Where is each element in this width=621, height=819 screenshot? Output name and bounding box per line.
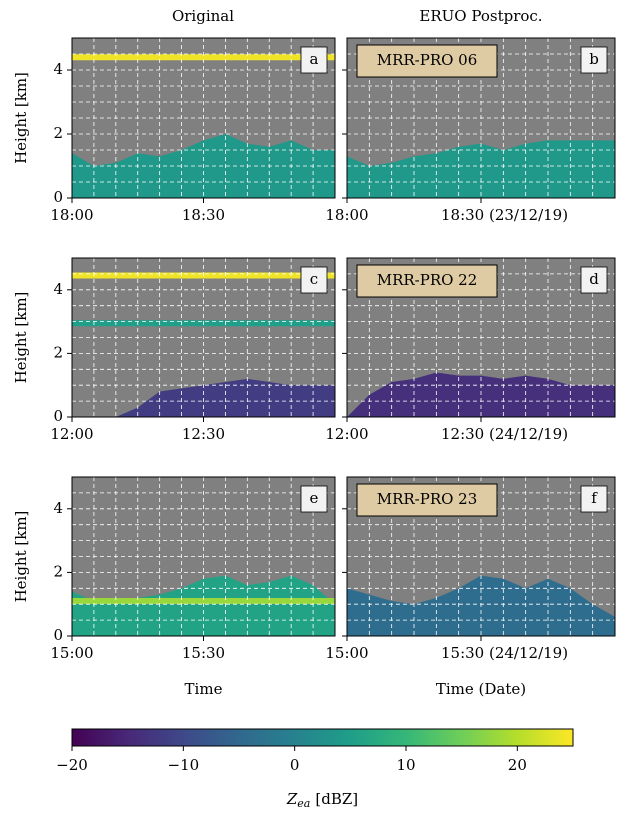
x-tick-label: 12:00 (50, 425, 93, 443)
colorbar-tick-label: 0 (290, 756, 300, 774)
y-axis-label: Height [km] (12, 511, 30, 603)
echo-area (347, 140, 615, 198)
panel-label-box (580, 46, 608, 74)
panel-label: e (310, 489, 319, 507)
colorbar-tick-label: −10 (168, 756, 200, 774)
x-tick-label: 15:30 (182, 644, 225, 662)
y-tick-label: 4 (53, 499, 63, 517)
panel-label: d (589, 270, 599, 288)
panel-label-box (300, 485, 328, 513)
colorbar (71, 728, 574, 747)
panel-label-box (580, 485, 608, 513)
x-tick-label: 18:00 (50, 206, 93, 224)
y-tick-label: 2 (53, 124, 63, 142)
x-axis-label: Time (185, 680, 223, 698)
device-label-box (356, 483, 498, 517)
y-tick-label: 4 (53, 60, 63, 78)
panel-label: c (310, 270, 318, 288)
panel-label: a (310, 50, 319, 68)
colorbar-label-part: ea (297, 797, 310, 810)
y-tick-label: 2 (53, 343, 63, 361)
panel-label-box (300, 46, 328, 74)
x-tick-label: 18:00 (325, 206, 368, 224)
colorbar-tick-label: 10 (396, 756, 415, 774)
x-tick-label: 12:00 (325, 425, 368, 443)
colorbar-label-part: [dBZ] (315, 790, 358, 808)
panel-label: f (591, 489, 598, 507)
x-tick-label: 15:00 (50, 644, 93, 662)
y-tick-label: 0 (53, 626, 63, 644)
y-axis-label: Height [km] (12, 72, 30, 164)
x-tick-label: 15:00 (325, 644, 368, 662)
device-label: MRR-PRO 06 (377, 51, 478, 69)
x-tick-label: 12:30 (182, 425, 225, 443)
device-label-box (356, 264, 498, 298)
y-tick-label: 0 (53, 188, 63, 206)
colorbar-label: Zea [dBZ] (286, 790, 358, 810)
x-axis-label: Time (Date) (436, 680, 526, 698)
colorbar-tick-label: −20 (56, 756, 88, 774)
y-tick-label: 2 (53, 562, 63, 580)
x-tick-label: 12:30 (24/12/19) (441, 425, 568, 443)
column-title: Original (172, 7, 234, 25)
column-title: ERUO Postproc. (419, 7, 542, 25)
y-tick-label: 0 (53, 407, 63, 425)
y-tick-label: 4 (53, 280, 63, 298)
panel-label-box (580, 266, 608, 294)
device-label: MRR-PRO 23 (377, 490, 478, 508)
x-tick-label: 18:30 (182, 206, 225, 224)
device-label-box (356, 44, 498, 78)
y-axis-label: Height [km] (12, 292, 30, 384)
x-tick-label: 18:30 (23/12/19) (441, 206, 568, 224)
panel-label-box (300, 266, 328, 294)
colorbar-tick-label: 20 (508, 756, 527, 774)
x-tick-label: 15:30 (24/12/19) (441, 644, 568, 662)
colorbar-label-part: Z (286, 790, 298, 808)
device-label: MRR-PRO 22 (377, 271, 478, 289)
panel-label: b (589, 50, 599, 68)
